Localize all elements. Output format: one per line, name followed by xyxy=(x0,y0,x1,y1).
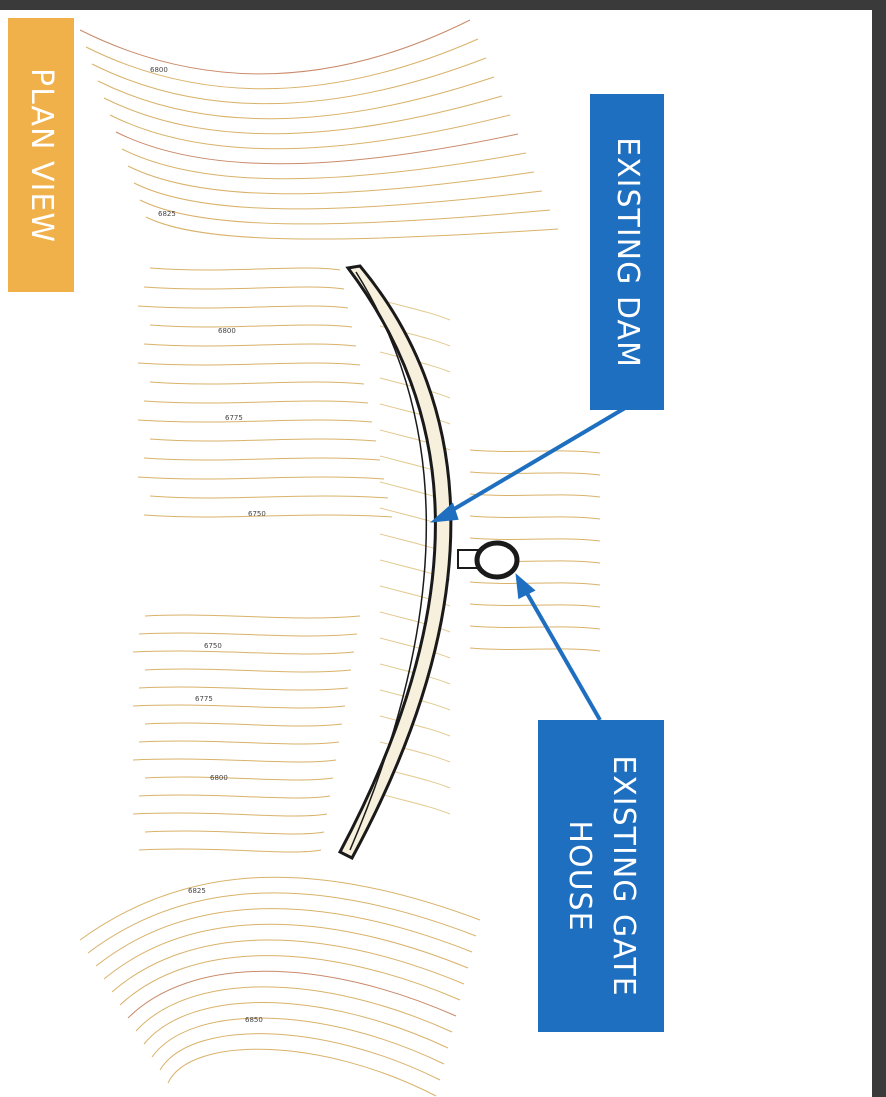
contour-line xyxy=(144,722,343,727)
contour-line xyxy=(132,812,328,817)
contour-line xyxy=(127,165,535,195)
contour-line xyxy=(137,362,361,366)
contour-line xyxy=(138,848,322,853)
existing-dam-label: EXISTING DAM xyxy=(609,136,645,368)
contour-line xyxy=(87,892,477,954)
contour-line xyxy=(111,939,465,993)
contour-line xyxy=(469,471,601,476)
contour-line xyxy=(91,57,487,105)
contour-line xyxy=(379,793,451,815)
contour-line xyxy=(138,686,349,691)
contour-line xyxy=(144,776,334,781)
contour-line xyxy=(119,955,461,1006)
contour-line xyxy=(159,1033,441,1081)
contour-line xyxy=(469,647,601,652)
contour-label: 6800 xyxy=(210,774,228,782)
gate-arrowhead xyxy=(515,573,536,600)
contour-line xyxy=(95,908,473,967)
contour-line xyxy=(143,1002,449,1049)
drawing-sheet: 6800 6825 6800 6775 6750 6750 6775 6800 6825 6850… xyxy=(0,10,872,1097)
contour-line xyxy=(138,794,331,799)
contour-line xyxy=(97,76,495,120)
contour-line xyxy=(149,381,365,385)
contour-label: 6750 xyxy=(248,510,266,518)
contour-line xyxy=(143,457,381,461)
plan-drawing: 6800 6825 6800 6775 6750 6750 6775 6800 6825 6850 xyxy=(79,19,627,1097)
contour-line xyxy=(144,830,325,835)
contour-line xyxy=(379,741,451,763)
contour-line xyxy=(103,95,503,135)
contour-labels: 6800 6825 6800 6775 6750 6750 6775 6800 6825 6850 xyxy=(150,66,266,1024)
dam-arrow-line xyxy=(442,406,627,517)
contour-label: 6825 xyxy=(158,210,176,218)
contour-label: 6800 xyxy=(150,66,168,74)
contour-line xyxy=(379,715,451,737)
contour-line xyxy=(85,38,479,90)
contour-line xyxy=(143,400,369,404)
contour-line xyxy=(469,581,601,586)
contour-line xyxy=(149,267,341,271)
plan-view-label: PLAN VIEW xyxy=(23,67,59,243)
contour-label: 6775 xyxy=(225,414,243,422)
contour-line xyxy=(469,515,601,520)
contour-line xyxy=(139,199,551,225)
contour-label: 6800 xyxy=(218,327,236,335)
contour-line xyxy=(149,495,389,499)
contour-line xyxy=(132,650,355,655)
contour-line xyxy=(138,632,358,637)
contour-line xyxy=(115,131,519,165)
contour-line xyxy=(144,668,352,673)
contour-line xyxy=(121,148,527,180)
contour-line xyxy=(79,876,481,941)
contour-line xyxy=(469,493,601,498)
contour-line xyxy=(103,923,469,980)
contour-line xyxy=(145,216,559,240)
contour-label: 6825 xyxy=(188,887,206,895)
existing-gate-house-callout: EXISTING GATE HOUSE xyxy=(538,720,664,1032)
gate-house xyxy=(474,540,520,580)
contour-label: 6850 xyxy=(245,1016,263,1024)
contour-line xyxy=(143,514,393,518)
contour-lines xyxy=(79,19,601,1097)
contour-line xyxy=(138,740,340,745)
contour-line xyxy=(469,625,601,630)
contour-line xyxy=(79,19,471,75)
contour-line xyxy=(149,438,377,442)
contour-line xyxy=(137,305,349,309)
contour-line xyxy=(143,343,357,347)
plan-view-tag: PLAN VIEW xyxy=(8,18,74,292)
contour-line xyxy=(469,537,601,542)
callout-arrows xyxy=(429,406,627,721)
contour-line xyxy=(144,614,361,619)
contour-line xyxy=(167,1048,437,1097)
dam-crest-line xyxy=(349,271,428,851)
existing-gate-house-label: EXISTING GATE HOUSE xyxy=(562,755,642,997)
contour-line xyxy=(132,704,346,709)
existing-dam-callout: EXISTING DAM xyxy=(590,94,664,410)
contour-line xyxy=(137,419,373,423)
contour-label: 6775 xyxy=(195,695,213,703)
contour-line xyxy=(379,403,451,425)
contour-line xyxy=(143,286,345,290)
contour-line xyxy=(469,449,601,454)
contour-line xyxy=(151,1017,445,1065)
dam-arrowhead xyxy=(429,502,459,523)
contour-line xyxy=(127,970,457,1019)
gate-arrow-line xyxy=(522,587,602,721)
contour-line xyxy=(137,476,385,480)
contour-line xyxy=(132,758,337,763)
contour-line xyxy=(109,114,511,150)
contour-line xyxy=(469,603,601,608)
dam-structure xyxy=(337,264,520,860)
contour-line xyxy=(133,182,543,210)
dam-body xyxy=(337,264,453,860)
contour-line xyxy=(135,986,453,1033)
contour-label: 6750 xyxy=(204,642,222,650)
contour-line xyxy=(149,324,353,328)
